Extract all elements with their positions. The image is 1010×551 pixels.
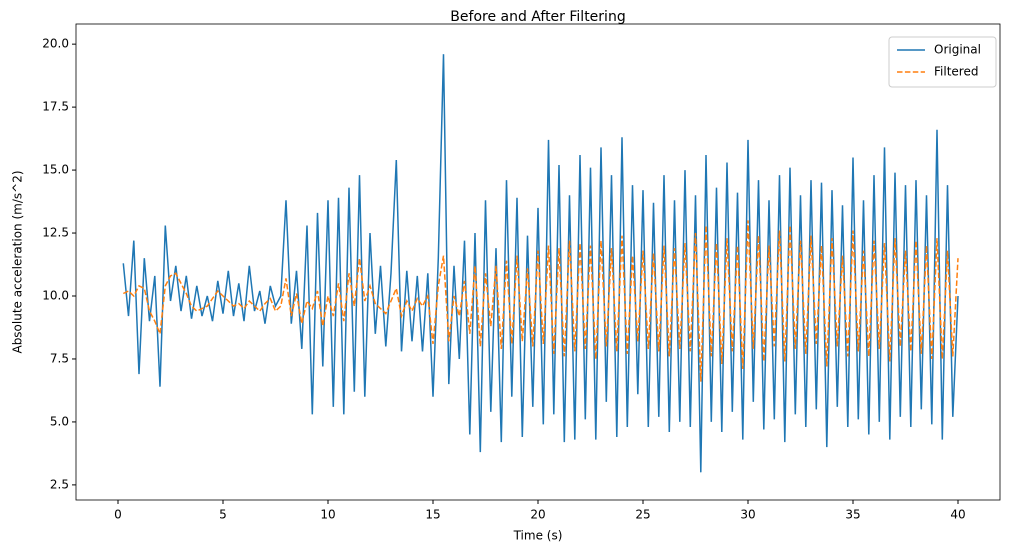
y-tick-label: 17.5 (42, 100, 69, 114)
y-tick-label: 15.0 (42, 163, 69, 177)
legend-label: Filtered (934, 65, 978, 79)
x-tick-label: 5 (219, 508, 227, 522)
x-tick-label: 15 (425, 508, 440, 522)
y-tick-label: 7.5 (50, 351, 69, 365)
x-tick-label: 25 (635, 508, 650, 522)
legend-label: Original (934, 43, 981, 57)
x-tick-label: 20 (530, 508, 545, 522)
x-axis-label: Time (s) (513, 529, 563, 543)
x-tick-label: 35 (845, 508, 860, 522)
x-tick-label: 10 (320, 508, 335, 522)
y-tick-label: 20.0 (42, 37, 69, 51)
plot-frame (75, 23, 1001, 501)
data-line (122, 220, 959, 382)
x-tick-label: 40 (950, 508, 965, 522)
y-tick-label: 5.0 (50, 414, 69, 428)
y-axis-label: Absolute acceleration (m/s^2) (11, 170, 25, 353)
x-tick-label: 0 (114, 508, 122, 522)
y-tick-label: 2.5 (50, 477, 69, 491)
y-tick-label: 12.5 (42, 226, 69, 240)
chart-title: Before and After Filtering (450, 9, 625, 25)
y-tick-label: 10.0 (42, 289, 69, 303)
x-tick-label: 30 (740, 508, 755, 522)
